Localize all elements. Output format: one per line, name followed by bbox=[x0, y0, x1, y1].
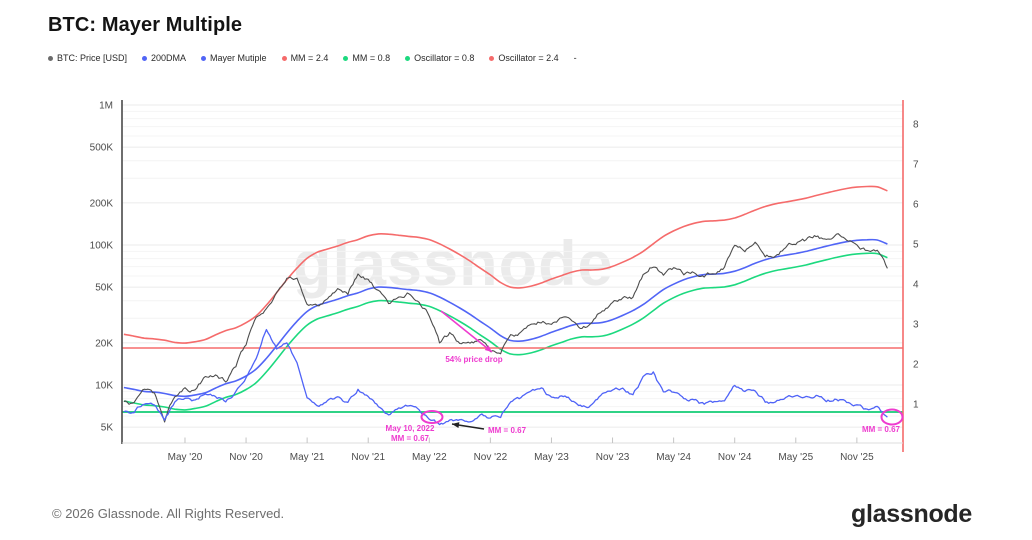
legend-label: Oscillator = 0.8 bbox=[414, 53, 475, 63]
legend-label: BTC: Price [USD] bbox=[57, 53, 128, 63]
legend-item-7[interactable]: - bbox=[574, 53, 577, 63]
x-axis-tick-label: Nov '22 bbox=[474, 452, 508, 463]
annotation-text: MM = 0.67 bbox=[391, 434, 430, 443]
legend-item-0[interactable]: BTC: Price [USD] bbox=[48, 53, 127, 63]
axes: 1M 500K 200K 100K 50K 20K 10K 5K 1 2 3 4 5 6 7 8 May '20… bbox=[90, 100, 919, 463]
left-axis-tick-label: 1M bbox=[99, 101, 113, 112]
right-axis-tick-label: 1 bbox=[913, 400, 919, 411]
right-axis-tick-label: 8 bbox=[913, 120, 919, 131]
right-axis-tick-label: 3 bbox=[913, 320, 919, 331]
legend-dot bbox=[489, 55, 495, 61]
right-axis-tick-label: 5 bbox=[913, 240, 919, 251]
right-axis-tick-label: 2 bbox=[913, 360, 919, 371]
left-axis-tick-label: 50K bbox=[95, 283, 113, 294]
legend-item-6[interactable]: Oscillator = 2.4 bbox=[489, 53, 559, 63]
mayer-multiple-line bbox=[123, 328, 888, 426]
x-axis-tick-label: May '21 bbox=[290, 452, 325, 463]
copyright-text: © 2026 Glassnode. All Rights Reserved. bbox=[52, 506, 285, 521]
legend-item-4[interactable]: MM = 0.8 bbox=[343, 53, 390, 63]
legend-dot bbox=[405, 55, 411, 61]
legend-item-5[interactable]: Oscillator = 0.8 bbox=[405, 53, 474, 63]
dma-200-line bbox=[123, 238, 888, 398]
x-axis-tick-label: May '20 bbox=[168, 452, 203, 463]
legend-label: 200DMA bbox=[151, 53, 187, 63]
legend-item-3[interactable]: MM = 2.4 bbox=[281, 53, 329, 63]
arrowhead bbox=[452, 422, 460, 429]
left-axis-tick-label: 500K bbox=[90, 143, 114, 154]
btc-price-line bbox=[123, 233, 888, 423]
x-axis-tick-label: May '24 bbox=[656, 452, 691, 463]
glassnode-logo: glassnode bbox=[851, 500, 972, 528]
legend-dot bbox=[281, 55, 287, 61]
legend-label: MM = 0.8 bbox=[352, 53, 391, 63]
right-axis-tick-label: 6 bbox=[913, 200, 919, 211]
legend-dot bbox=[343, 55, 349, 61]
x-axis-tick-label: Nov '23 bbox=[596, 452, 630, 463]
oscillator-0-8-line bbox=[123, 252, 888, 411]
right-axis-tick-label: 7 bbox=[913, 160, 919, 171]
x-axis-tick-label: Nov '21 bbox=[351, 452, 385, 463]
left-axis-tick-label: 200K bbox=[90, 198, 114, 209]
page-title: BTC: Mayer Multiple bbox=[48, 14, 243, 36]
left-axis-tick-label: 5K bbox=[101, 423, 114, 434]
x-axis-tick-label: May '22 bbox=[412, 452, 447, 463]
legend-item-2[interactable]: Mayer Mutiple bbox=[201, 53, 267, 63]
oscillator-2-4-line bbox=[123, 185, 888, 344]
annotation-label: MM = 0.67 bbox=[488, 426, 527, 435]
left-axis-tick-label: 100K bbox=[90, 241, 114, 252]
x-axis-tick-label: May '25 bbox=[778, 452, 813, 463]
annotation-arrow bbox=[440, 310, 493, 353]
annotation-text: MM = 0.67 bbox=[862, 425, 901, 434]
legend-dot bbox=[142, 55, 148, 61]
legend-label: MM = 2.4 bbox=[290, 53, 329, 63]
annotation-text: May 10, 2022 bbox=[386, 424, 435, 433]
chart-legend: BTC: Price [USD] 200DMA Mayer Mutiple MM = … bbox=[48, 53, 577, 63]
legend-label: - bbox=[573, 53, 577, 63]
x-axis-tick-label: May '23 bbox=[534, 452, 569, 463]
x-axis-tick-label: Nov '25 bbox=[840, 452, 874, 463]
annotation-circle bbox=[880, 408, 904, 426]
annotation-circle bbox=[420, 410, 444, 424]
left-axis-tick-label: 20K bbox=[95, 338, 113, 349]
right-axis-tick-label: 4 bbox=[913, 280, 919, 291]
legend-item-1[interactable]: 200DMA bbox=[142, 53, 186, 63]
legend-dot bbox=[48, 55, 53, 61]
legend-dot bbox=[201, 55, 207, 61]
annotation-label: 54% price drop bbox=[445, 355, 502, 364]
series-lines bbox=[122, 185, 903, 426]
arrowhead bbox=[484, 345, 492, 352]
x-axis-tick-label: Nov '20 bbox=[229, 452, 263, 463]
left-axis-tick-label: 10K bbox=[95, 381, 113, 392]
x-axis-tick-label: Nov '24 bbox=[718, 452, 752, 463]
legend-label: Oscillator = 2.4 bbox=[498, 53, 559, 63]
legend-label: Mayer Mutiple bbox=[210, 53, 267, 63]
